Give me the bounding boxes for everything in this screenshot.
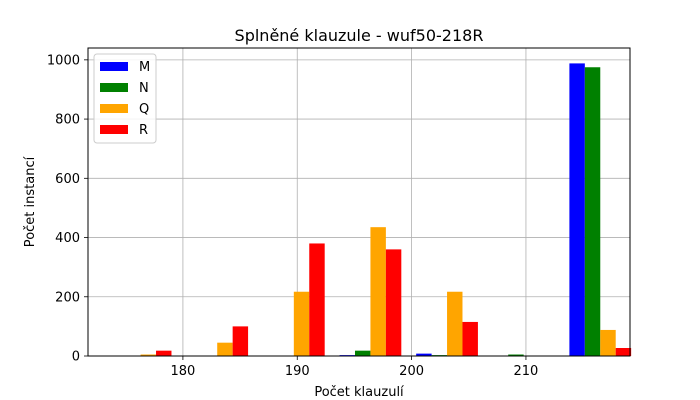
legend-box xyxy=(93,53,157,144)
bar-r xyxy=(156,350,172,356)
legend-label-q: Q xyxy=(139,102,149,117)
legend-label-n: N xyxy=(139,81,149,96)
x-tick-label: 210 xyxy=(514,364,539,379)
bar-q xyxy=(447,291,463,356)
bar-n xyxy=(354,350,371,356)
x-axis-label: Počet klauzulí xyxy=(314,385,404,400)
bar-r xyxy=(309,243,325,356)
y-tick-label: 400 xyxy=(55,231,80,246)
bar-r xyxy=(462,321,478,356)
legend-swatch-m xyxy=(100,62,128,71)
bar-r xyxy=(385,249,402,356)
y-tick-label: 1000 xyxy=(47,53,80,68)
x-tick-label: 180 xyxy=(170,364,195,379)
legend-label-m: M xyxy=(139,60,150,75)
bar-r xyxy=(615,348,632,356)
bar-q xyxy=(600,329,616,356)
y-tick-label: 0 xyxy=(72,350,80,365)
bar-m xyxy=(569,63,585,357)
y-tick-label: 800 xyxy=(55,113,80,128)
bar-n xyxy=(584,67,601,356)
plot-frame xyxy=(87,47,631,357)
x-axis-ticks: 180 190 200 210 xyxy=(170,356,538,379)
x-tick-label: 190 xyxy=(285,364,310,379)
chart-title: Splněné klauzule - wuf50-218R xyxy=(235,26,484,45)
bars-group xyxy=(140,63,632,357)
y-axis-label: Počet instancí xyxy=(23,156,38,247)
bar-q xyxy=(293,291,310,356)
bar-n xyxy=(508,354,524,356)
bar-q xyxy=(217,342,233,356)
y-tick-label: 200 xyxy=(55,290,80,305)
legend-swatch-n xyxy=(100,83,128,92)
bar-m xyxy=(416,353,432,356)
y-tick-label: 600 xyxy=(55,172,80,187)
legend-swatch-q xyxy=(100,104,128,113)
bar-q xyxy=(370,227,386,356)
legend-swatch-r xyxy=(100,125,128,134)
y-axis-ticks: 0 200 400 600 800 1000 xyxy=(47,53,88,365)
bar-q xyxy=(140,354,157,356)
bar-r xyxy=(232,326,249,356)
legend-label-r: R xyxy=(139,123,148,138)
x-tick-label: 200 xyxy=(399,364,424,379)
grid-lines xyxy=(88,48,630,357)
